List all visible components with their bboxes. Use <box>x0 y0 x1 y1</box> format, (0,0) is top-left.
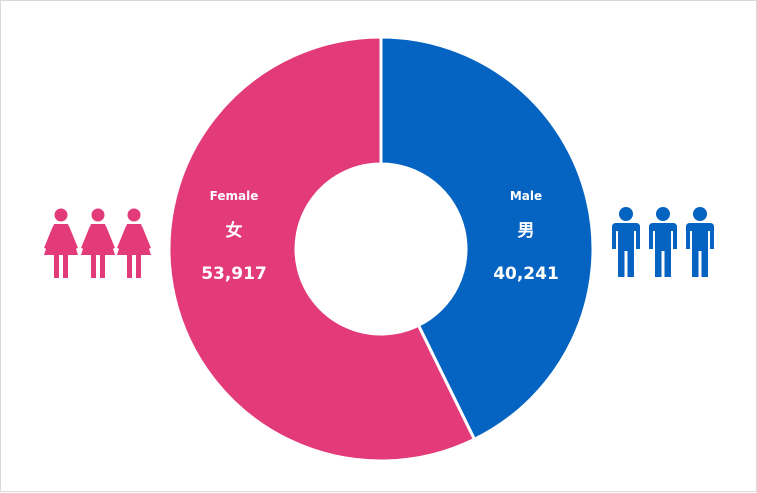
female-kanji-label: 女 <box>226 220 243 241</box>
male-figure-icon <box>649 207 677 277</box>
female-figure-icon <box>117 208 151 278</box>
female-figure-icon <box>81 208 115 278</box>
male-figure-icon <box>612 207 640 277</box>
female-figure-icon <box>44 208 78 278</box>
male-value-label: 40,241 <box>493 264 559 284</box>
male-figure-icon <box>686 207 714 277</box>
slice-female <box>167 35 477 463</box>
slices-group <box>167 35 595 463</box>
slice-male <box>379 35 595 442</box>
icons-group <box>44 207 714 278</box>
male-kanji-label: 男 <box>518 221 535 241</box>
female-value-label: 53,917 <box>201 264 267 284</box>
male-name-label: Male <box>510 189 542 203</box>
female-name-label: Female <box>210 189 259 203</box>
